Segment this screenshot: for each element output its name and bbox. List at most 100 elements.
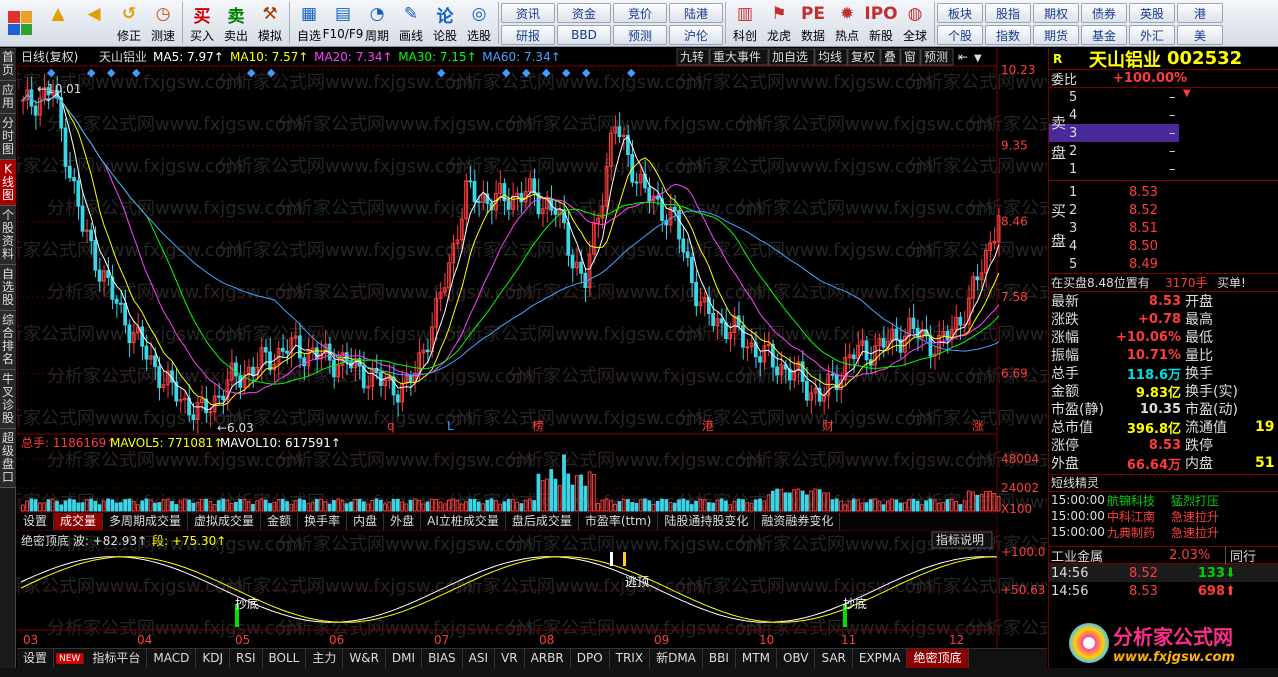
buy-level-row[interactable]: 1 8.53 — [1049, 183, 1278, 201]
toolbar-pick-button[interactable]: ◎ 选股 — [462, 0, 496, 46]
buy-level-row[interactable]: 4 8.50 — [1049, 237, 1278, 255]
toolbar-global-button[interactable]: ◍ 全球 — [898, 0, 932, 46]
quick-link-button[interactable]: 研报 — [501, 25, 555, 45]
left-tab-6[interactable]: 综合排名 — [0, 311, 16, 370]
volume-subtab[interactable]: 多周期成交量 — [103, 513, 188, 530]
toolbar-cycle-button[interactable]: ◔ 周期 — [360, 0, 394, 46]
collapse-icon[interactable]: ▼ — [1183, 88, 1191, 99]
dropdown-icon[interactable]: ▼ — [974, 53, 982, 64]
event-diamond-icon[interactable]: ◆ — [582, 66, 591, 79]
indicator-tab[interactable]: ASI — [463, 649, 495, 668]
toolbar-test-button[interactable]: ◷ 测速 — [146, 0, 180, 46]
toolbar-dragon-button[interactable]: ⚑ 龙虎 — [762, 0, 796, 46]
event-diamond-icon[interactable]: ◆ — [87, 66, 96, 79]
volume-subtab[interactable]: 内盘 — [347, 513, 384, 530]
indicator-tab[interactable]: OBV — [777, 649, 816, 668]
indicator-tab[interactable]: W&R — [343, 649, 386, 668]
volume-subtab[interactable]: 金额 — [261, 513, 298, 530]
volume-subtab[interactable]: 陆股通持股变化 — [658, 513, 755, 530]
toolbar-up-button[interactable]: ▲ — [40, 0, 76, 46]
event-diamond-icon[interactable]: ◆ — [107, 66, 116, 79]
indicator-tab[interactable]: EXPMA — [853, 649, 908, 668]
volume-subtab[interactable]: 虚拟成交量 — [188, 513, 261, 530]
market-link-button[interactable]: 个股 — [937, 25, 983, 45]
toolbar-buy-button[interactable]: 买买入 — [185, 0, 219, 46]
indicator-tab[interactable]: 设置 — [17, 649, 54, 668]
indicator-tab[interactable]: VR — [495, 649, 525, 668]
sector-row[interactable]: 工业金属 2.03% 同行 — [1049, 546, 1278, 564]
quick-link-button[interactable]: 预测 — [613, 25, 667, 45]
volume-subtab[interactable]: AI立桩成交量 — [421, 513, 506, 530]
toolbar-hot-button[interactable]: ✹ 热点 — [830, 0, 864, 46]
indicator-tab[interactable]: 指标平台 — [86, 649, 147, 668]
quick-link-button[interactable]: 陆港 — [669, 3, 723, 23]
indicator-tab[interactable]: 主力 — [306, 649, 343, 668]
left-tab-2[interactable]: 分时图 — [0, 114, 16, 160]
toolbar-sell-button[interactable]: 卖卖出 — [219, 0, 253, 46]
market-link-button[interactable]: 港 — [1177, 3, 1223, 23]
event-marker[interactable]: 涨 — [972, 418, 984, 433]
short-signal-row[interactable]: 15:00:00 九典制药 急速拉升 — [1049, 524, 1278, 540]
indicator-tab[interactable]: ARBR — [525, 649, 571, 668]
buy-level-row[interactable]: 3 8.51 — [1049, 219, 1278, 237]
indicator-tab[interactable]: BOLL — [263, 649, 307, 668]
volume-subtab[interactable]: 设置 — [17, 513, 54, 530]
left-tab-3[interactable]: K线图 — [0, 160, 16, 206]
volume-subtab[interactable]: 融资融券变化 — [755, 513, 840, 530]
event-diamond-icon[interactable]: ◆ — [627, 66, 636, 79]
event-marker[interactable]: 榜 — [532, 418, 544, 433]
event-diamond-icon[interactable]: ◆ — [247, 66, 256, 79]
toolbar-data-button[interactable]: PE 数据 — [796, 0, 830, 46]
market-link-button[interactable]: 期货 — [1033, 25, 1079, 45]
quick-link-button[interactable]: 竞价 — [613, 3, 667, 23]
event-diamond-icon[interactable]: ◆ — [47, 66, 56, 79]
quick-link-button[interactable]: 资讯 — [501, 3, 555, 23]
quick-link-button[interactable]: 沪伦 — [669, 25, 723, 45]
event-diamond-icon[interactable]: ◆ — [437, 66, 446, 79]
market-link-button[interactable]: 基金 — [1081, 25, 1127, 45]
volume-subtab[interactable]: 成交量 — [54, 513, 103, 530]
toolbar-ipo-button[interactable]: IPO 新股 — [864, 0, 898, 46]
quick-link-button[interactable]: 资金 — [557, 3, 611, 23]
left-tab-1[interactable]: 应用 — [0, 81, 16, 114]
indicator-tab[interactable]: BBI — [703, 649, 736, 668]
indicator-tab[interactable]: TRIX — [610, 649, 650, 668]
volume-subtab[interactable]: 外盘 — [384, 513, 421, 530]
toolbar-sim-button[interactable]: ⚒ 模拟 — [253, 0, 287, 46]
buy-level-row[interactable]: 2 8.52 — [1049, 201, 1278, 219]
chart-canvas[interactable]: 分析家公式网www.fxjgsw.com分析家公式网www.fxjgsw.com… — [17, 48, 1047, 648]
event-diamond-icon[interactable]: ◆ — [542, 66, 551, 79]
event-diamond-icon[interactable]: ◆ — [502, 66, 511, 79]
short-signal-row[interactable]: 15:00:00 中科江南 急速拉升 — [1049, 508, 1278, 524]
event-marker[interactable]: L — [447, 419, 454, 433]
volume-subtab[interactable]: 盘后成交量 — [506, 513, 579, 530]
toolbar-f10-button[interactable]: ▤ F10/F9 — [326, 0, 360, 46]
event-diamond-icon[interactable]: ◆ — [267, 66, 276, 79]
sell-level-row[interactable]: 1– — [1049, 160, 1278, 178]
indicator-tab[interactable]: MACD — [147, 649, 196, 668]
quick-link-button[interactable]: BBD — [557, 25, 611, 45]
market-link-button[interactable]: 期权 — [1033, 3, 1079, 23]
left-tab-0[interactable]: 首页 — [0, 48, 16, 81]
market-link-button[interactable]: 债券 — [1081, 3, 1127, 23]
indicator-tab[interactable]: KDJ — [196, 649, 230, 668]
market-link-button[interactable]: 股指 — [985, 3, 1031, 23]
sector-tab[interactable]: 同行 — [1225, 546, 1256, 565]
sell-level-row[interactable]: 2– — [1049, 142, 1278, 160]
event-marker[interactable]: q — [387, 419, 395, 433]
app-logo-icon[interactable] — [0, 0, 40, 46]
market-link-button[interactable]: 板块 — [937, 3, 983, 23]
toolbar-back-button[interactable]: ◀ — [76, 0, 112, 46]
indicator-tab[interactable]: 新DMA — [650, 649, 703, 668]
indicator-tab[interactable]: DPO — [571, 649, 610, 668]
indicator-tab[interactable]: 绝密顶底 — [907, 649, 968, 668]
market-link-button[interactable]: 英股 — [1129, 3, 1175, 23]
market-link-button[interactable]: 指数 — [985, 25, 1031, 45]
volume-subtab[interactable]: 市盈率(ttm) — [579, 513, 658, 530]
event-diamond-icon[interactable]: ◆ — [522, 66, 531, 79]
sell-level-row[interactable]: 3– — [1049, 124, 1179, 142]
event-marker[interactable]: 财 — [822, 419, 834, 433]
event-diamond-icon[interactable]: ◆ — [132, 66, 141, 79]
indicator-tab[interactable]: RSI — [230, 649, 263, 668]
sell-level-row[interactable]: 5– — [1049, 88, 1278, 106]
